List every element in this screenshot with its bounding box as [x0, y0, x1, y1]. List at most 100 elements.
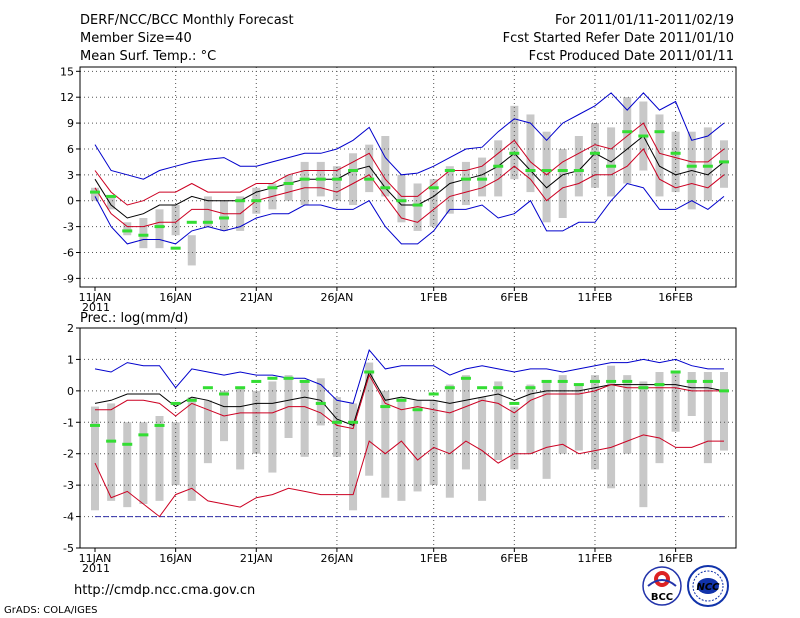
grads-credit: GrADS: COLA/IGES [4, 605, 98, 616]
temp-box-28 [542, 131, 551, 223]
temp-xtick-label-3: 26JAN [321, 291, 354, 304]
temp-observed-10 [251, 199, 262, 203]
prec-observed-18 [380, 405, 391, 409]
temp-observed-32 [606, 164, 617, 168]
temp-observed-4 [154, 225, 165, 229]
temp-observed-24 [477, 177, 488, 181]
temp-observed-17 [364, 177, 375, 181]
prec-observed-37 [686, 379, 697, 383]
prec-observed-1 [106, 439, 117, 443]
temp-observed-25 [493, 164, 504, 168]
prec-box-0 [91, 406, 99, 511]
temp-frame [79, 66, 737, 288]
temp-series-mean [94, 135, 725, 219]
temp-series-p90 [94, 122, 725, 206]
prec-observed-38 [702, 379, 713, 383]
prec-box-1 [107, 403, 116, 501]
temp-xtick-label-6: 11FEB [578, 291, 613, 304]
temp-observed-16 [348, 169, 359, 173]
prec-observed-11 [267, 376, 278, 380]
temp-box-16 [349, 153, 358, 206]
prec-box-25 [494, 381, 503, 460]
temp-box-20 [413, 183, 422, 231]
prec-box-13 [300, 381, 309, 457]
temp-box-21 [429, 179, 438, 227]
bcc-logo: BCC [642, 566, 682, 606]
prec-box-22 [445, 384, 454, 498]
temp-observed-28 [541, 169, 552, 173]
prec-observed-16 [348, 420, 359, 424]
temp-observed-27 [525, 169, 536, 173]
prec-observed-31 [589, 379, 600, 383]
temp-observed-35 [654, 130, 665, 134]
prec-box-19 [397, 397, 406, 501]
temp-observed-12 [283, 181, 294, 185]
temp-xtick-label-1: 16JAN [159, 291, 192, 304]
prec-ytick-label-0: -5 [63, 542, 74, 555]
prec-observed-22 [444, 386, 455, 390]
prec-box-29 [558, 375, 567, 454]
prec-series-mean [94, 370, 725, 427]
prec-box-26 [510, 406, 519, 470]
prec-observed-24 [477, 386, 488, 390]
prec-box-24 [478, 397, 487, 501]
prec-box-32 [607, 365, 616, 489]
temp-observed-29 [557, 169, 568, 173]
temp-box-1 [107, 196, 116, 210]
temp-plot-area [80, 67, 736, 287]
prec-observed-12 [283, 376, 294, 380]
prec-observed-33 [622, 379, 633, 383]
temp-observed-23 [460, 177, 471, 181]
temp-observed-19 [396, 199, 407, 203]
prec-box-35 [655, 372, 664, 464]
prec-xtick-label-4: 1FEB [420, 552, 448, 565]
prec-box-31 [590, 375, 599, 470]
prec-ytick-label-4: -1 [63, 416, 74, 429]
temp-ytick-label-3: 0 [67, 195, 74, 208]
valid-range-label: For 2011/01/11-2011/02/19 [555, 13, 734, 28]
temp-box-13 [300, 161, 309, 206]
source-url[interactable]: http://cmdp.ncc.cma.gov.cn [74, 583, 255, 598]
temp-box-19 [397, 174, 406, 223]
prec-box-28 [542, 381, 551, 479]
prec-series-min [94, 434, 724, 518]
temp-box-25 [494, 140, 503, 197]
temp-box-33 [623, 97, 632, 184]
prec-observed-35 [654, 383, 665, 387]
temp-observed-37 [686, 164, 697, 168]
prec-box-14 [316, 378, 325, 426]
temp-observed-20 [412, 203, 423, 207]
temp-box-12 [284, 174, 293, 201]
prec-xtick-label-7: 16FEB [658, 552, 693, 565]
temp-observed-15 [331, 177, 342, 181]
prec-observed-4 [154, 423, 165, 427]
temp-box-39 [720, 140, 728, 188]
prec-box-9 [236, 387, 245, 470]
temp-observed-14 [315, 177, 326, 181]
prec-xtick-label-0: 11JAN [79, 552, 112, 565]
temp-box-7 [203, 196, 212, 227]
prec-xtick-label-3: 26JAN [321, 552, 354, 565]
prec-observed-15 [331, 420, 342, 424]
start-date-label: Fcst Started Refer Date 2011/01/10 [503, 31, 734, 46]
temp-observed-26 [509, 151, 520, 155]
temp-ytick-label-2: -3 [63, 221, 74, 234]
prec-ytick-label-2: -3 [63, 479, 74, 492]
prec-observed-2 [122, 442, 133, 446]
temp-observed-38 [702, 164, 713, 168]
temp-box-2 [123, 222, 132, 236]
temp-box-23 [461, 161, 470, 206]
temp-box-30 [574, 136, 583, 197]
prec-observed-20 [412, 408, 423, 412]
prec-box-6 [187, 397, 196, 501]
temp-observed-13 [299, 177, 310, 181]
temp-observed-11 [267, 186, 278, 190]
temp-box-35 [655, 114, 664, 197]
temp-box-4 [155, 209, 164, 249]
prec-observed-23 [460, 376, 471, 380]
temp-series-p10 [94, 148, 725, 228]
prec-box-5 [171, 422, 180, 486]
prec-xtick-label-5: 6FEB [500, 552, 528, 565]
prec-series-median [95, 373, 724, 430]
